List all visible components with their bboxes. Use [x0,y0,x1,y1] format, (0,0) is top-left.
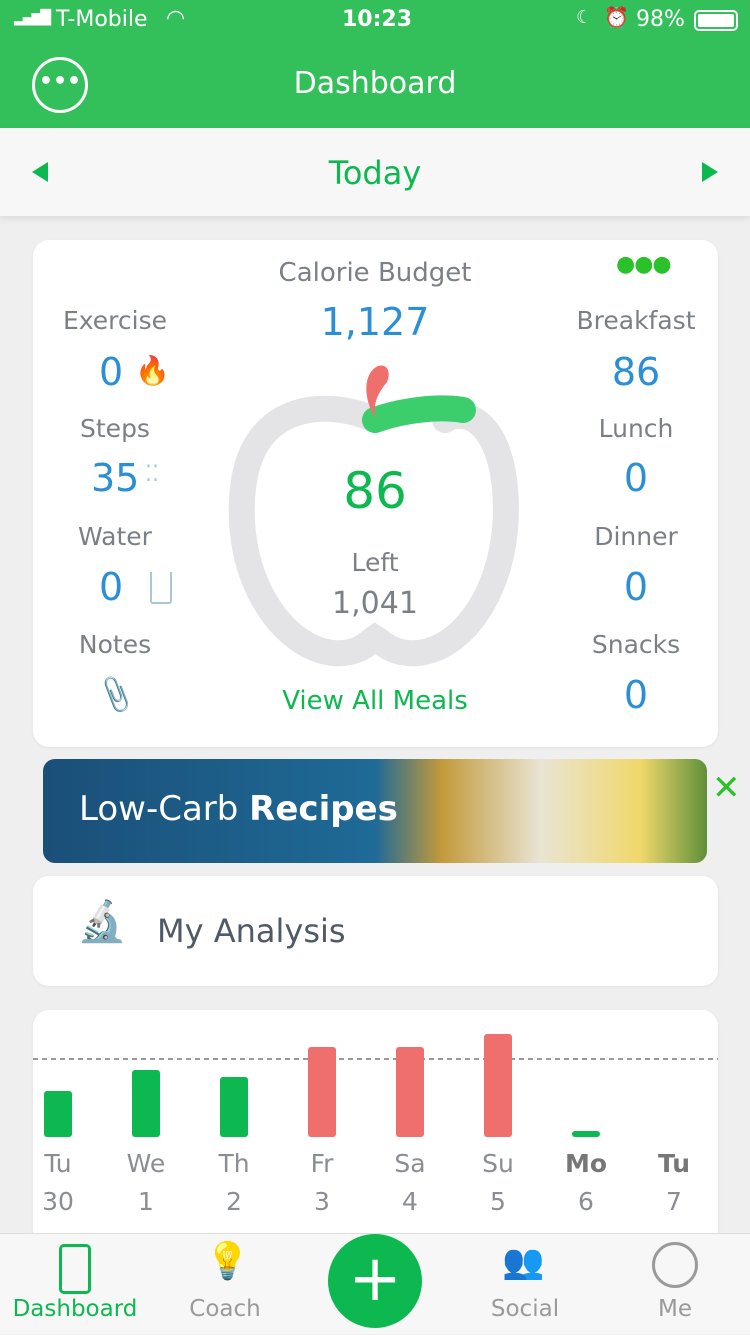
date-label[interactable]: Today [328,154,422,192]
exercise-value[interactable]: 0 [99,350,124,394]
bar-0[interactable] [44,1090,72,1137]
lunch-label[interactable]: Lunch [598,414,674,443]
bar-1[interactable] [132,1070,160,1137]
breakfast-label[interactable]: Breakfast [576,306,696,335]
snacks-value[interactable]: 0 [623,673,649,717]
battery-percent: 98% [636,7,685,32]
apple-progress-ring [228,365,519,667]
weekly-calorie-chart: Tu 30 We 1 Th 2 Fr 3 Sa 4 Su 5 Mo 6 Tu 7 [33,1010,718,1250]
calorie-summary-card: ●●● Calorie Budget 1,127 86 Left 1,041 V… [33,240,718,747]
add-button[interactable]: + [328,1234,422,1328]
date-label: 1 [138,1187,154,1216]
footprints-icon: ⁚⁚ [145,462,159,487]
day-label: Mo [565,1149,607,1178]
steps-value[interactable]: 35 [91,456,140,500]
view-all-meals-link[interactable]: View All Meals [282,686,468,716]
apple-ring-track [228,395,519,667]
consumed-calories: 86 [343,462,407,520]
day-label: We [127,1149,166,1178]
day-label: Th [217,1149,249,1178]
microscope-icon: 🔬 [77,899,127,945]
calorie-budget-label: Calorie Budget [278,258,472,288]
breakfast-value[interactable]: 86 [611,350,661,394]
flame-icon: 🔥 [135,354,170,387]
day-label: Fr [311,1149,335,1178]
banner-text: Low-Carb Recipes [79,789,398,829]
lunch-value[interactable]: 0 [623,456,649,500]
my-analysis-card[interactable]: 🔬 My Analysis [33,876,718,986]
people-icon: 👥 [502,1242,545,1282]
bar-4[interactable] [396,1047,424,1137]
day-label: Su [482,1149,514,1178]
water-label[interactable]: Water [78,522,152,551]
glass-icon [150,572,172,604]
bar-3[interactable] [308,1047,336,1137]
clock: 10:23 [342,7,413,32]
paperclip-icon[interactable]: 📎 [94,673,139,716]
my-analysis-label: My Analysis [157,912,346,950]
date-label: 6 [578,1187,594,1216]
snacks-label[interactable]: Snacks [591,630,681,659]
tab-coach[interactable]: 💡 Coach [189,1241,261,1322]
tab-bar: Dashboard 💡 Coach + 👥 Social Me [0,1233,750,1334]
more-menu-button[interactable]: ••• [32,57,88,113]
dinner-value[interactable]: 0 [623,565,649,609]
notes-label[interactable]: Notes [78,630,152,659]
date-label: 2 [226,1187,242,1216]
next-day-button[interactable] [702,162,718,182]
date-label: 4 [402,1187,418,1216]
date-navigator: Today [0,128,750,216]
dashboard-icon [59,1244,91,1294]
card-options-icon[interactable]: ●●● [616,252,672,277]
previous-day-button[interactable] [32,162,48,182]
bar-6[interactable] [572,1131,600,1137]
lightbulb-icon: 💡 [205,1241,250,1282]
header: ••• Dashboard [0,40,750,128]
bar-2[interactable] [220,1076,248,1137]
close-banner-icon[interactable]: ✕ [712,768,741,808]
page-title: Dashboard [293,66,457,101]
left-label: Left [351,548,399,577]
moon-icon: ☾ [576,7,593,28]
apple-ring-progress [362,395,476,433]
dinner-label[interactable]: Dinner [594,522,678,551]
apple-stem [366,365,389,418]
day-label: Sa [394,1149,425,1178]
wifi-icon: ◠ [166,6,186,31]
date-label: 3 [314,1187,330,1216]
date-label: 30 [42,1187,74,1216]
alarm-icon: ⏰ [604,5,629,29]
date-label: 7 [666,1187,682,1216]
tab-social[interactable]: 👥 Social [490,1242,560,1322]
battery-icon [694,10,738,31]
bar-5[interactable] [484,1034,512,1137]
carrier: T-Mobile [56,7,148,32]
tab-dashboard[interactable]: Dashboard [0,1234,150,1335]
day-label: Tu [658,1149,690,1178]
water-value[interactable]: 0 [99,565,124,609]
exercise-label[interactable]: Exercise [62,306,168,335]
low-carb-recipes-banner[interactable]: Low-Carb Recipes [43,759,707,863]
tab-me[interactable]: Me [600,1234,750,1335]
profile-icon [652,1242,698,1288]
steps-label[interactable]: Steps [80,414,150,443]
calorie-budget-value: 1,127 [320,300,430,344]
status-bar: ▂▄▆█ T-Mobile ◠ 10:23 ☾ ⏰ 98% [0,0,750,40]
left-value: 1,041 [332,586,418,621]
day-label: Tu [43,1149,71,1178]
signal-icon: ▂▄▆█ [14,10,51,26]
date-label: 5 [490,1187,506,1216]
weekly-chart-svg: Tu 30 We 1 Th 2 Fr 3 Sa 4 Su 5 Mo 6 Tu 7 [33,1034,718,1216]
